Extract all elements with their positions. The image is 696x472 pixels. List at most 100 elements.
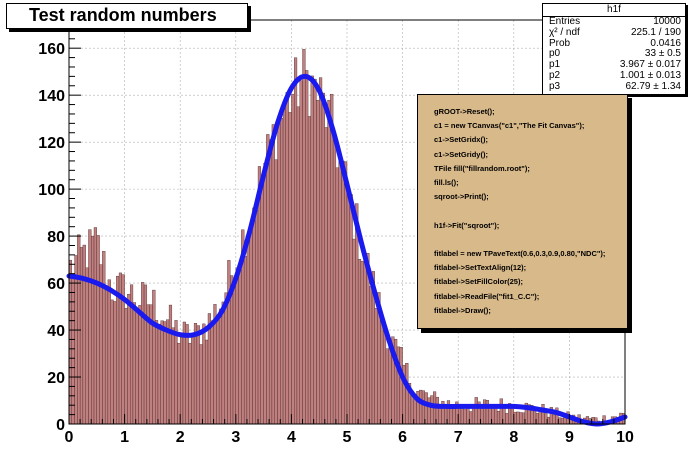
histogram-bin xyxy=(516,411,520,425)
x-tick-label: 10 xyxy=(616,429,634,446)
histogram-bin xyxy=(341,160,345,425)
y-tick-label: 40 xyxy=(47,323,65,340)
histogram-bin xyxy=(132,302,136,425)
stats-label: p2 xyxy=(549,69,561,81)
stats-row: Entries 10000 xyxy=(543,16,685,28)
fit-curve-layer xyxy=(66,73,628,427)
stats-label: χ² / ndf xyxy=(549,26,580,38)
stats-value: 225.1 / 190 xyxy=(630,26,681,38)
histogram-bin xyxy=(385,348,389,425)
histogram-bin xyxy=(474,397,478,425)
histogram-bin xyxy=(93,227,97,425)
histogram-bin xyxy=(138,305,142,425)
histogram-bin xyxy=(77,234,81,425)
code-line: c1->SetGridx(); xyxy=(434,135,488,145)
histogram-bin xyxy=(427,397,431,425)
histogram-bin xyxy=(374,307,378,425)
histogram-bin xyxy=(274,159,278,425)
histogram-bin xyxy=(552,414,556,425)
histogram-bin xyxy=(235,267,239,425)
histogram-bin xyxy=(346,190,350,425)
chart-title: Test random numbers xyxy=(29,5,217,25)
stats-row: Prob 0.0416 xyxy=(543,37,685,50)
code-line: fitlabel->Draw(); xyxy=(434,305,491,315)
histogram-bin xyxy=(405,363,409,425)
x-tick-label: 9 xyxy=(565,429,574,446)
x-tick-label: 7 xyxy=(454,429,463,446)
histogram-bin xyxy=(152,289,156,425)
histogram-bin xyxy=(360,260,364,425)
y-axis: 0 20 40 60 80 100 120 140 160 xyxy=(38,28,81,434)
histogram-bin xyxy=(344,161,348,425)
histogram-bin xyxy=(116,275,120,425)
code-line: fitlabel = new TPaveText(0.6,0.3,0.9,0.8… xyxy=(434,249,606,258)
histogram-bin xyxy=(99,264,103,425)
histogram-bin xyxy=(249,224,253,425)
stats-label: p0 xyxy=(549,48,561,60)
code-line: sqroot->Print(); xyxy=(434,192,489,202)
histogram-bin xyxy=(316,100,320,425)
stats-label: Prob xyxy=(549,37,571,49)
histogram-bin xyxy=(216,318,220,425)
x-tick-label: 4 xyxy=(287,429,296,446)
y-tick-label: 0 xyxy=(56,417,65,434)
y-tick-label: 160 xyxy=(38,41,65,58)
stats-row: p2 1.001 ± 0.013 xyxy=(543,69,685,82)
code-line: fitlabel->SetTextAlign(12); xyxy=(434,263,527,273)
code-line: c1->SetGridy(); xyxy=(434,149,488,159)
histogram-bin xyxy=(463,409,467,425)
code-line: fitlabel->ReadFile("fit1_C.C"); xyxy=(434,291,540,301)
histogram-bin xyxy=(168,304,173,425)
histogram-bin xyxy=(310,75,314,425)
stats-value: 10000 xyxy=(653,16,681,27)
histogram-bin xyxy=(291,93,295,425)
stats-rows: Entries 10000 χ² / ndf 225.1 / 190 Prob 0.041… xyxy=(543,16,685,93)
code-line: fitlabel->SetFillColor(25); xyxy=(434,277,523,287)
histogram-bin xyxy=(232,286,236,425)
histogram-bin xyxy=(143,284,148,425)
histogram-bin xyxy=(399,347,403,425)
histogram-bin xyxy=(332,136,337,425)
stats-value: 33 ± 0.5 xyxy=(644,48,681,60)
histogram-bin xyxy=(519,412,523,425)
stats-row: p0 33 ± 0.5 xyxy=(543,49,685,60)
histogram-bin xyxy=(205,339,209,425)
histogram-bin xyxy=(191,335,195,425)
histogram-bin xyxy=(321,92,325,425)
histogram-bars xyxy=(68,49,626,425)
histogram-bin xyxy=(363,260,367,425)
stats-value: 62.79 ± 1.34 xyxy=(625,80,681,92)
histogram-bin xyxy=(135,307,139,425)
histogram-bin xyxy=(102,251,106,425)
y-tick-label: 60 xyxy=(47,276,65,293)
histogram-bin xyxy=(157,323,161,425)
stats-value: 1.001 ± 0.013 xyxy=(619,69,681,81)
fit-code-box: gROOT->Reset(); c1 = new TCanvas("c1","Th… xyxy=(417,94,628,329)
stats-row: p1 3.967 ± 0.017 xyxy=(543,59,685,71)
histogram-bin xyxy=(243,256,248,425)
histogram-bin xyxy=(349,194,353,425)
histogram-bin xyxy=(438,408,442,425)
histogram-bin xyxy=(460,407,464,425)
histogram-bin xyxy=(271,124,275,425)
histogram-bin xyxy=(299,80,303,425)
histogram-bin xyxy=(335,167,339,425)
histogram-bin xyxy=(260,176,264,425)
histogram-bin xyxy=(85,267,89,425)
histogram-bin xyxy=(188,343,192,425)
histogram-bin xyxy=(202,323,206,425)
histogram-bin xyxy=(238,265,242,425)
x-tick-label: 0 xyxy=(65,429,74,446)
fit-curve xyxy=(66,73,628,427)
histogram-bin xyxy=(79,247,84,425)
histogram-bin xyxy=(263,163,267,425)
histogram-bin xyxy=(107,279,111,425)
y-tick-label: 120 xyxy=(38,135,65,152)
histogram-bin xyxy=(330,93,334,425)
histogram-bin xyxy=(419,389,423,425)
histogram-bin xyxy=(91,235,95,425)
histogram-bin xyxy=(160,320,164,425)
x-tick-label: 3 xyxy=(231,429,240,446)
histogram-bin xyxy=(210,320,214,425)
histogram-bin xyxy=(88,229,92,425)
